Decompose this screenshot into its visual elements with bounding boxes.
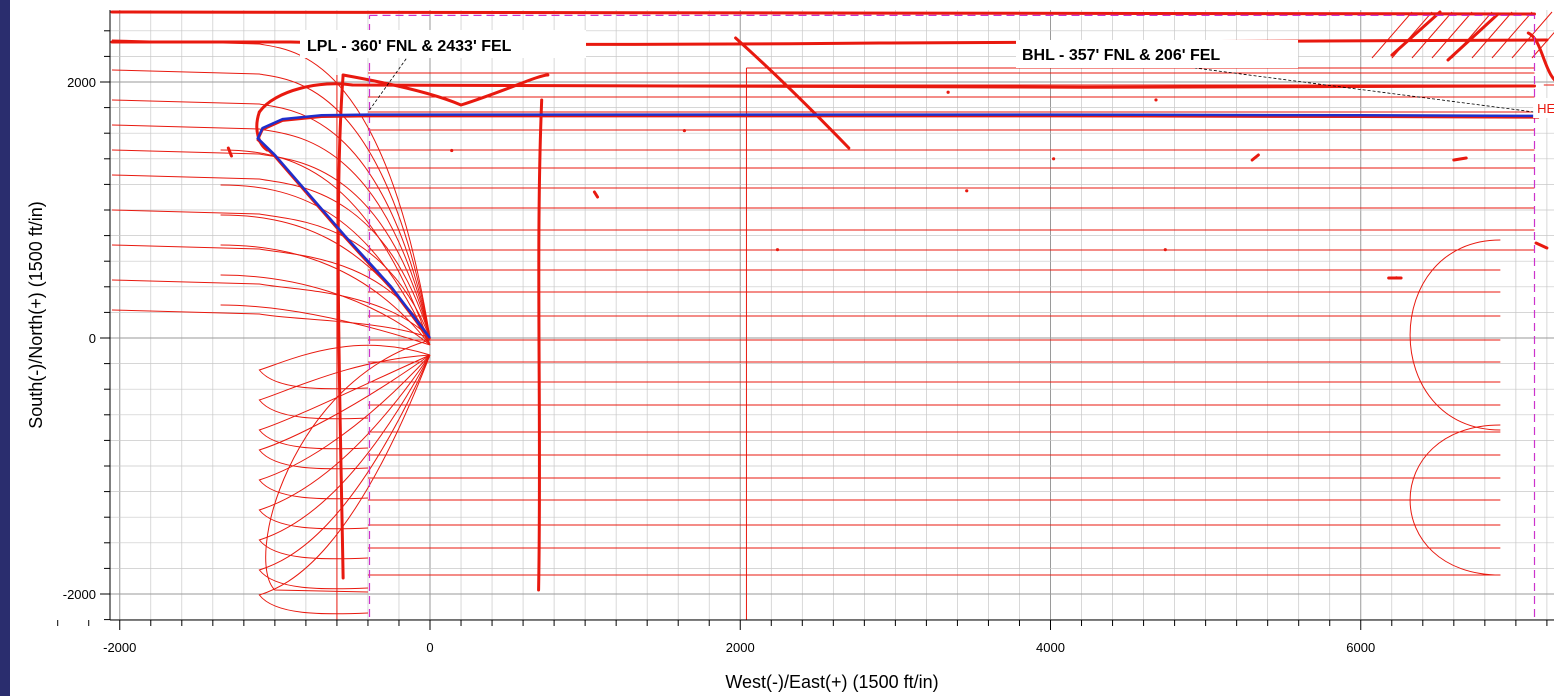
offset-well-fan <box>258 354 431 530</box>
offset-wells <box>110 10 1554 620</box>
offset-well-marker <box>1163 248 1167 252</box>
well-label-bg <box>1533 98 1554 118</box>
offset-well-marker <box>775 248 780 252</box>
plan-line <box>256 113 1540 339</box>
offset-well-fan <box>258 354 431 500</box>
bhl-annotation: BHL - 357' FNL & 206' FEL <box>1022 47 1220 64</box>
offset-well-lateral <box>220 149 431 346</box>
well-label: HEN 02N <box>1537 101 1554 116</box>
offset-survey-thick <box>226 146 233 158</box>
offset-well-loop <box>265 339 431 593</box>
offset-well-marker <box>1394 276 1399 280</box>
offset-well-marker <box>946 90 950 94</box>
offset-well-loop <box>1409 424 1501 576</box>
offset-well-hatch <box>1411 11 1453 59</box>
offset-well-marker <box>1154 98 1158 102</box>
offset-survey-thick <box>537 98 544 592</box>
annotations: LPL - 360' FNL & 2433' FEL BHL - 357' FNL… <box>300 30 1554 118</box>
offset-well-lateral <box>220 274 431 346</box>
y-tick-label: -2000 <box>63 587 96 602</box>
offset-well-hatch <box>1491 11 1533 59</box>
offset-survey-thick <box>592 190 600 199</box>
offset-survey-thick <box>1452 156 1468 162</box>
x-axis-title: West(-)/East(+) (1500 ft/in) <box>725 672 938 692</box>
offset-well-fan <box>258 354 431 560</box>
offset-well-fan <box>258 344 431 390</box>
offset-survey-thick <box>1250 153 1260 162</box>
offset-survey-thick <box>257 82 1536 114</box>
offset-well-marker <box>682 129 687 133</box>
offset-well-lateral <box>220 244 431 346</box>
offset-survey-thick <box>1534 241 1549 250</box>
offset-survey-thick <box>341 73 550 107</box>
offset-well-lateral <box>220 184 431 346</box>
offset-well-lateral <box>111 124 431 339</box>
offset-well-hatch <box>1471 11 1513 59</box>
offset-well-marker <box>965 189 969 193</box>
offset-well-fan <box>258 354 431 420</box>
survey-series <box>256 113 1540 341</box>
offset-well-lateral <box>111 149 431 339</box>
offset-survey-thick <box>734 36 851 150</box>
lpl-leader-line <box>369 57 408 111</box>
bhl-label-bg <box>1016 40 1298 68</box>
offset-well-lateral <box>111 209 431 339</box>
offset-well-line <box>1543 84 1554 86</box>
offset-survey-thick <box>1446 12 1500 62</box>
offset-well-hatch <box>1511 11 1553 59</box>
offset-well-lateral <box>111 174 431 339</box>
x-tick-label: 6000 <box>1346 640 1375 655</box>
offset-well-lateral <box>220 304 431 346</box>
offset-well-lateral <box>111 39 431 339</box>
offset-survey-thick <box>1390 10 1442 57</box>
bhl-leader-line <box>1194 67 1540 114</box>
offset-well-marker <box>1052 157 1056 161</box>
x-tick-label: -2000 <box>103 640 136 655</box>
offset-well-hatch <box>1531 31 1554 59</box>
lpl-annotation: LPL - 360' FNL & 2433' FEL <box>307 38 512 55</box>
y-tick-label: 2000 <box>67 75 96 90</box>
offset-well-hatch <box>1431 11 1473 59</box>
offset-well-lateral <box>111 309 431 339</box>
offset-well-loop <box>1409 239 1501 431</box>
y-axis-title: South(-)/North(+) (1500 ft/in) <box>26 201 46 429</box>
offset-well-lateral <box>111 99 431 339</box>
offset-well-fan <box>258 354 431 470</box>
offset-well-hatch <box>1371 11 1413 59</box>
offset-well-lateral <box>111 69 431 339</box>
y-tick-label: 0 <box>89 331 96 346</box>
left-border-strip <box>0 0 10 696</box>
offset-survey-thick <box>110 10 1536 16</box>
x-tick-label: 2000 <box>726 640 755 655</box>
offset-survey-thick <box>1526 31 1554 82</box>
x-tick-label: 0 <box>426 640 433 655</box>
offset-well-fan <box>258 354 431 450</box>
offset-well-marker <box>450 148 454 153</box>
x-tick-label: 4000 <box>1036 640 1065 655</box>
offset-well-fan <box>258 354 431 590</box>
offset-survey-thick <box>336 73 345 580</box>
lpl-label-bg <box>300 30 586 58</box>
